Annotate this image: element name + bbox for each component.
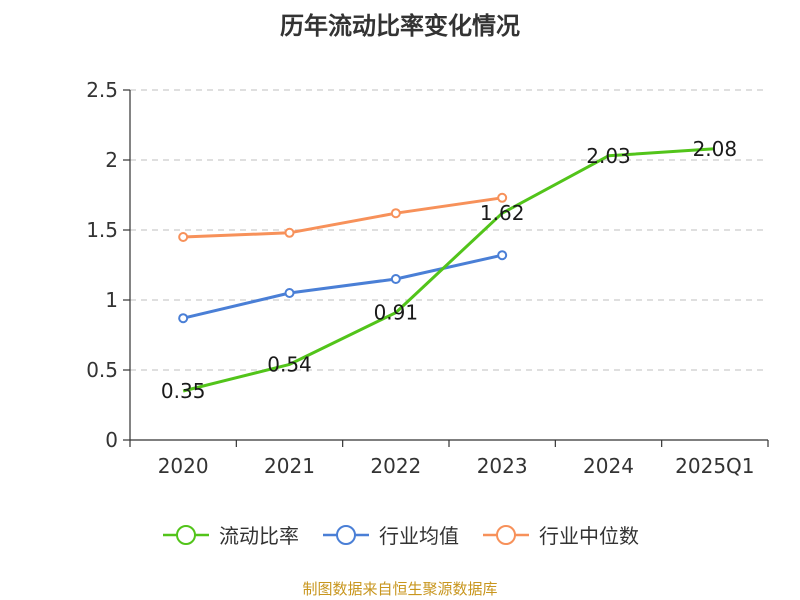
axes <box>123 89 769 447</box>
x-tick-label: 2022 <box>370 454 421 478</box>
x-tick-label: 2025Q1 <box>675 454 754 478</box>
data-label: 0.91 <box>374 301 419 325</box>
legend-item[interactable]: 流动比率 <box>161 520 299 549</box>
x-tick-label: 2020 <box>158 454 209 478</box>
legend-swatch-icon <box>483 524 529 545</box>
series-line <box>182 147 715 393</box>
data-label: 0.54 <box>267 352 312 376</box>
y-tick-label: 2 <box>105 148 118 172</box>
legend-label: 流动比率 <box>219 524 299 548</box>
data-point <box>178 232 189 242</box>
data-label: 0.35 <box>161 379 206 403</box>
data-label: 1.62 <box>480 201 525 225</box>
legend-label: 行业均值 <box>379 524 459 548</box>
legend-item[interactable]: 行业中位数 <box>481 520 639 549</box>
legend-swatch-icon <box>323 524 369 545</box>
chart-title: 历年流动比率变化情况 <box>280 12 520 40</box>
data-label: 2.08 <box>693 137 738 161</box>
grid-lines <box>130 89 768 371</box>
x-tick-label: 2021 <box>264 454 315 478</box>
y-tick-label: 2.5 <box>86 78 118 102</box>
series-group <box>178 147 715 393</box>
legend-swatch-marker <box>176 524 196 545</box>
data-point <box>178 313 189 324</box>
y-tick-label: 1.5 <box>86 218 118 242</box>
legend-label: 行业中位数 <box>539 524 639 548</box>
series-line <box>182 253 503 320</box>
data-point <box>390 274 401 284</box>
legend-item[interactable]: 行业均值 <box>321 520 459 549</box>
data-point <box>284 288 295 298</box>
legend-swatch-icon <box>163 524 209 545</box>
data-labels: 0.35 0.54 0.91 1.62 2.03 2.08 <box>161 137 737 403</box>
y-tick-labels: 0 0.5 1 1.5 2 2.5 <box>86 78 118 452</box>
legend-swatch-marker <box>496 524 516 545</box>
y-tick-label: 1 <box>105 288 118 312</box>
y-tick-label: 0 <box>105 428 118 452</box>
x-tick-label: 2024 <box>583 454 634 478</box>
data-point <box>284 227 295 238</box>
data-point <box>497 250 508 261</box>
legend: 流动比率 行业均值 行业中位数 <box>0 520 800 549</box>
data-label: 2.03 <box>586 144 631 168</box>
data-point <box>390 208 401 219</box>
y-tick-label: 0.5 <box>86 358 118 382</box>
legend-swatch-marker <box>336 524 356 545</box>
series-line <box>183 196 503 239</box>
source-note: 制图数据来自恒生聚源数据库 <box>302 580 498 598</box>
x-tick-labels: 2020 2021 2022 2023 2024 2025Q1 <box>158 454 755 478</box>
x-tick-label: 2023 <box>477 454 528 478</box>
data-point <box>497 192 508 203</box>
